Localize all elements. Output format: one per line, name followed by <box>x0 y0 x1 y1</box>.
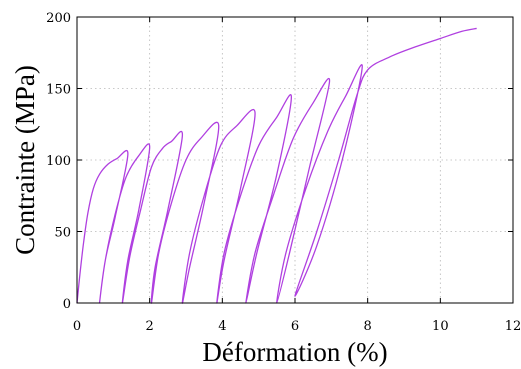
stress-strain-curve <box>76 27 477 304</box>
tick-labels: 0 2 4 6 8 10 12 0 50 100 150 200 <box>46 11 521 334</box>
y-tick-label: 100 <box>46 154 71 169</box>
plot-frame <box>76 16 514 304</box>
x-tick-label: 10 <box>432 319 449 334</box>
y-tick-label: 150 <box>46 83 71 98</box>
x-tick-label: 12 <box>505 319 521 334</box>
y-tick-label: 50 <box>54 226 71 241</box>
x-tick-label: 0 <box>73 319 81 334</box>
grid <box>77 17 513 303</box>
y-tick-label: 200 <box>46 11 71 26</box>
series-group <box>76 27 477 304</box>
x-axis-title: Déformation (%) <box>202 337 387 367</box>
y-axis-title: Contrainte (MPa) <box>10 65 40 255</box>
y-tick-label: 0 <box>63 297 71 312</box>
x-tick-label: 6 <box>291 319 299 334</box>
x-tick-label: 8 <box>364 319 372 334</box>
x-tick-label: 2 <box>146 319 154 334</box>
x-tick-label: 4 <box>218 319 226 334</box>
